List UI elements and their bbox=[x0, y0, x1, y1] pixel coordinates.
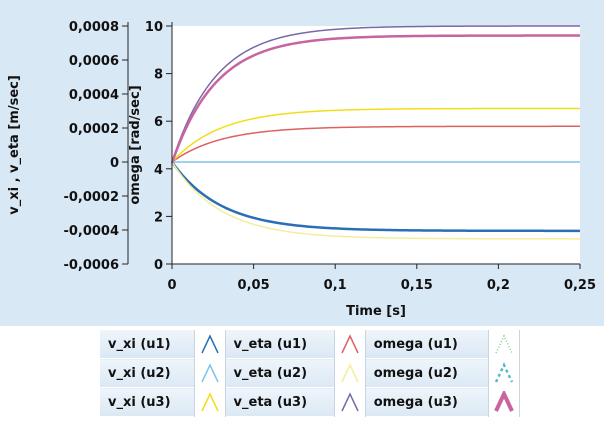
right-y-tick-label: 6 bbox=[154, 115, 163, 130]
legend-label: v_xi (u3) bbox=[100, 387, 195, 417]
right-y-tick-label: 0 bbox=[154, 258, 163, 273]
legend-label: v_eta (u2) bbox=[225, 358, 335, 388]
legend-row: v_xi (u2) v_eta (u2) omega (u2) bbox=[100, 358, 520, 388]
legend-swatch bbox=[488, 358, 520, 388]
legend-swatch-icon bbox=[495, 334, 513, 354]
legend-swatch-icon bbox=[200, 392, 219, 412]
legend-swatch bbox=[333, 330, 366, 359]
left-y-tick-label: 0 bbox=[110, 156, 119, 171]
legend-swatch bbox=[488, 330, 520, 359]
legend: v_xi (u1) v_eta (u1) omega (u1) v_xi (u2) v_… bbox=[100, 330, 520, 417]
legend-swatch-icon bbox=[200, 334, 219, 354]
series-line-v-xi-u1 bbox=[170, 161, 580, 233]
legend-swatch-icon bbox=[341, 334, 359, 354]
legend-label: v_eta (u3) bbox=[225, 387, 335, 417]
legend-label: v_xi (u2) bbox=[100, 358, 195, 388]
left-y-tick-label: -0,0002 bbox=[63, 190, 119, 205]
x-tick-label: 0,25 bbox=[564, 278, 596, 293]
legend-swatch-icon bbox=[341, 392, 359, 412]
left-y-tick-label: 0,0004 bbox=[69, 88, 119, 103]
series-line-v-eta-u3 bbox=[171, 25, 580, 163]
legend-swatch bbox=[488, 387, 520, 417]
series-line-v-eta-u2 bbox=[171, 161, 580, 240]
left-y-tick-label: -0,0006 bbox=[63, 258, 119, 273]
legend-swatch-line bbox=[200, 392, 219, 412]
legend-swatch-line bbox=[200, 363, 219, 383]
right-y-tick-label: 4 bbox=[154, 163, 163, 178]
legend-label: omega (u1) bbox=[365, 330, 489, 359]
left-y-tick-label: 0,0006 bbox=[69, 54, 119, 69]
left-y-tick-label: -0,0004 bbox=[63, 224, 119, 239]
line-chart: 0 0,05 0,1 0,15 0,2 0,25 0,0008 0,0006 0,0004 0,0… bbox=[7, 20, 596, 319]
plot-area bbox=[172, 26, 580, 264]
legend-swatch bbox=[193, 330, 226, 359]
left-y-tick-label: 0,0002 bbox=[69, 122, 119, 137]
legend-label: v_eta (u1) bbox=[225, 330, 335, 359]
legend-swatch bbox=[193, 387, 226, 417]
legend-swatch-icon bbox=[494, 391, 514, 412]
x-tick-label: 0,05 bbox=[238, 278, 270, 293]
legend-row: v_xi (u1) v_eta (u1) omega (u1) bbox=[100, 330, 520, 359]
x-tick-label: 0,15 bbox=[401, 278, 433, 293]
legend-label: v_xi (u1) bbox=[100, 330, 195, 359]
legend-swatch-line bbox=[341, 363, 359, 383]
x-tick-label: 0 bbox=[167, 278, 176, 293]
x-axis-title: Time [s] bbox=[346, 304, 406, 319]
right-y-tick-label: 2 bbox=[154, 210, 163, 225]
right-y-axis-title: omega [rad/sec] bbox=[128, 85, 143, 204]
left-y-tick-label: 0,0008 bbox=[69, 20, 119, 35]
legend-label: omega (u2) bbox=[365, 358, 489, 388]
legend-swatch-line bbox=[494, 362, 514, 383]
legend-label: omega (u3) bbox=[365, 387, 489, 417]
legend-swatch-icon bbox=[200, 363, 219, 383]
plot-panel: 0 0,05 0,1 0,15 0,2 0,25 0,0008 0,0006 0,0004 0,0… bbox=[0, 0, 604, 326]
legend-swatch-line bbox=[200, 334, 219, 354]
legend-swatch bbox=[193, 358, 226, 388]
right-y-tick-label: 10 bbox=[145, 20, 163, 35]
legend-row: v_xi (u3) v_eta (u3) omega (u3) bbox=[100, 387, 520, 417]
left-y-axis-title: v_xi , v_eta [m/sec] bbox=[7, 75, 22, 215]
x-tick-label: 0,2 bbox=[487, 278, 510, 293]
series-line-v-eta-u1 bbox=[171, 125, 580, 163]
legend-swatch-line bbox=[495, 334, 513, 354]
series-line-v-xi-u3 bbox=[171, 107, 580, 163]
legend-swatch-icon bbox=[341, 363, 359, 383]
x-tick-label: 0,1 bbox=[324, 278, 347, 293]
right-y-tick-label: 8 bbox=[154, 68, 163, 83]
legend-swatch-icon bbox=[494, 362, 514, 383]
legend-swatch-line bbox=[494, 391, 514, 412]
legend-swatch bbox=[333, 358, 366, 388]
legend-swatch-line bbox=[341, 334, 359, 354]
series-line-omega-u3 bbox=[170, 34, 580, 164]
legend-swatch bbox=[333, 387, 366, 417]
legend-swatch-line bbox=[341, 392, 359, 412]
